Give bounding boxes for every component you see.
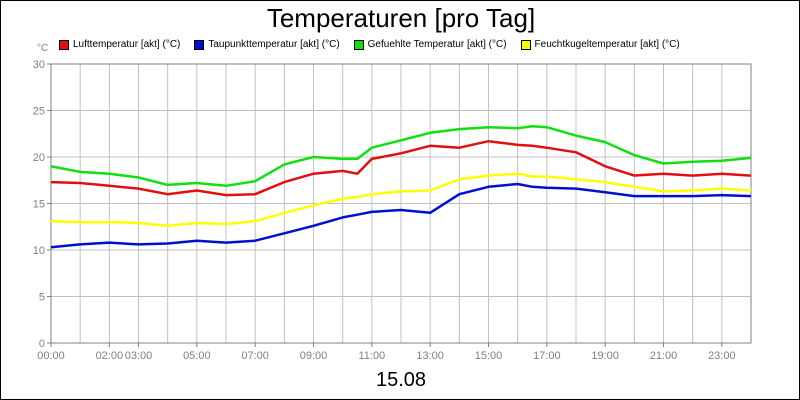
legend-label: Feuchtkugeltemperatur [akt] (°C)	[534, 39, 680, 50]
series-line-3	[50, 172, 752, 228]
x-tick-label: 21:00	[650, 350, 678, 362]
x-tick-label: 03:00	[125, 350, 153, 362]
legend-item: Lufttemperatur [akt] (°C)	[59, 39, 180, 50]
chart-title: Temperaturen [pro Tag]	[266, 3, 536, 33]
legend-item: Feuchtkugeltemperatur [akt] (°C)	[520, 39, 680, 50]
x-tick-label: 15:00	[475, 350, 503, 362]
y-tick-label: 25	[33, 106, 45, 118]
series-line-1	[50, 182, 752, 249]
x-tick-label: 23:00	[708, 350, 736, 362]
y-tick-label: 20	[33, 152, 45, 164]
y-tick-label: 5	[39, 292, 45, 304]
legend: Lufttemperatur [akt] (°C) Taupunkttempera…	[59, 39, 694, 50]
legend-item: Gefuehlte Temperatur [akt] (°C)	[353, 39, 507, 50]
x-tick-label: 09:00	[300, 350, 328, 362]
legend-swatch	[353, 39, 364, 50]
legend-item: Taupunkttemperatur [akt] (°C)	[194, 39, 340, 50]
legend-label: Taupunkttemperatur [akt] (°C)	[208, 39, 340, 50]
legend-label: Gefuehlte Temperatur [akt] (°C)	[367, 39, 507, 50]
x-tick-label: 13:00	[416, 350, 444, 362]
legend-swatch	[194, 39, 205, 50]
x-tick-label: 17:00	[533, 350, 561, 362]
x-tick-label: 02:00	[96, 350, 124, 362]
x-tick-label: 00:00	[37, 350, 65, 362]
x-tick-label: 19:00	[591, 350, 619, 362]
y-tick-label: 15	[33, 199, 45, 211]
legend-swatch	[59, 39, 69, 50]
series-line-0	[50, 139, 752, 197]
y-tick-label: 0	[39, 338, 45, 350]
y-tick-label: 30	[33, 59, 45, 71]
series-line-2	[50, 125, 752, 188]
y-axis-unit: °C	[37, 43, 49, 54]
legend-label: Lufttemperatur [akt] (°C)	[73, 39, 181, 50]
legend-swatch	[520, 39, 531, 50]
x-tick-label: 05:00	[183, 350, 211, 362]
plot-border	[50, 63, 752, 344]
y-tick-label: 10	[33, 245, 45, 257]
date-label: 15.08	[375, 369, 427, 391]
x-tick-label: 07:00	[241, 350, 269, 362]
x-tick-label: 11:00	[358, 350, 385, 362]
